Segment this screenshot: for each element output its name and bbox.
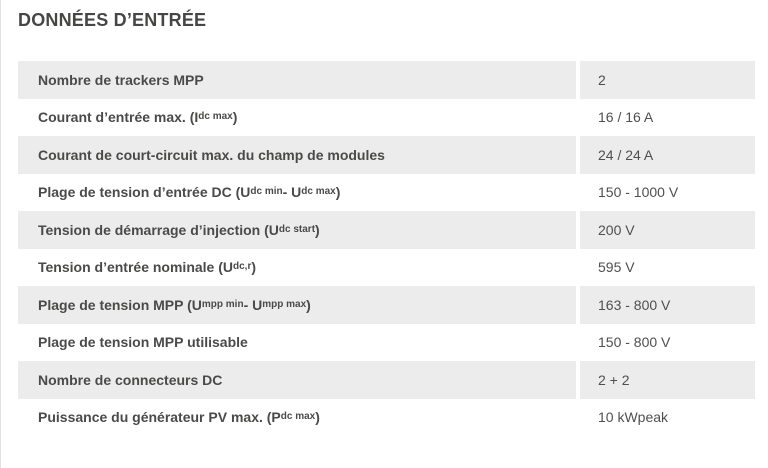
- spec-row: Nombre de connecteurs DC 2 + 2: [18, 361, 755, 399]
- spec-row-label: Nombre de connecteurs DC: [18, 361, 576, 399]
- spec-row-value: 16 / 16 A: [598, 109, 654, 126]
- spec-row-value: 150 - 800 V: [598, 334, 671, 351]
- spec-row-label: Courant de court-circuit max. du champ d…: [18, 136, 576, 174]
- spec-row: Plage de tension d’entrée DC (U dc min - …: [18, 174, 755, 212]
- spec-row-label: Plage de tension MPP utilisable: [38, 334, 248, 351]
- spec-row-value: 10 kWpeak: [598, 409, 669, 426]
- spec-row-label: Tension de démarrage d’injection (U dc st…: [18, 211, 576, 249]
- spec-row: Tension de démarrage d’injection (U dc st…: [18, 211, 755, 249]
- spec-row-value: 200 V: [580, 211, 755, 249]
- spec-row-label: Puissance du générateur PV max. (P dc max…: [38, 409, 320, 426]
- spec-row-label: Courant d’entrée max. (I dc max): [38, 109, 238, 126]
- spec-row: Puissance du générateur PV max. (P dc max…: [18, 399, 755, 437]
- spec-row: Courant de court-circuit max. du champ d…: [18, 136, 755, 174]
- spec-row: Nombre de trackers MPP 2: [18, 61, 755, 99]
- spec-row-value: 2: [580, 61, 755, 99]
- spec-row: Courant d’entrée max. (I dc max) 16 / 16 A: [18, 99, 755, 137]
- spec-row: Plage de tension MPP utilisable 150 - 800…: [18, 324, 755, 362]
- spec-row-value: 595 V: [598, 259, 635, 276]
- spec-row-value: 163 - 800 V: [580, 286, 755, 324]
- input-data-spec-table: Nombre de trackers MPP 2 Courant d’entrée …: [18, 61, 755, 436]
- spec-row-value: 2 + 2: [580, 361, 755, 399]
- spec-row-label: Plage de tension d’entrée DC (U dc min - …: [38, 184, 341, 201]
- spec-row-value: 150 - 1000 V: [598, 184, 679, 201]
- spec-row: Tension d’entrée nominale (U dc,r) 595 V: [18, 249, 755, 287]
- spec-row-label: Tension d’entrée nominale (U dc,r): [38, 259, 257, 276]
- section-title: DONNÉES D’ENTRÉE: [18, 10, 207, 30]
- spec-row-value: 24 / 24 A: [580, 136, 755, 174]
- spec-row-label: Nombre de trackers MPP: [18, 61, 576, 99]
